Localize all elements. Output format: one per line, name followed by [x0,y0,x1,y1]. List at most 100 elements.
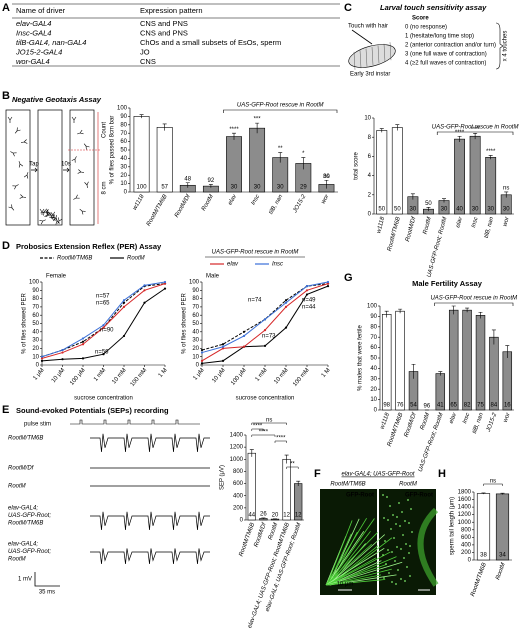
panel-title: Probosics Extension Reflex (PER) Assay [16,242,162,251]
gfp-fiber [327,568,392,586]
y-tick-label: 800 [461,527,472,533]
comparison-bracket [274,440,287,443]
x-tick-label: wor [502,215,511,227]
score-item: 4 (≥2 full waves of contraction) [405,61,486,67]
gfp-spot [391,581,393,583]
legend-label: Insc [272,262,283,268]
error-bar [398,308,403,314]
legend-label: RootM [127,256,145,262]
table-cell: ChOs and a small subsets of EsOs, sperm [140,38,281,47]
fly-icon [73,194,80,200]
series-point [122,299,126,302]
significance-label: * [302,151,305,157]
error-bar [232,132,236,140]
gfp-spot [397,569,399,571]
y-tick-label: 1600 [458,497,472,503]
y-axis-label: total score [354,152,360,180]
error-bar [296,480,301,486]
error-bar [162,123,167,131]
series-point [200,351,204,354]
legend-label: RootM/TM6B [57,256,92,262]
rescue-bracket [223,109,338,113]
bar [156,127,173,193]
panel-label: D [2,240,10,252]
y-tick-label: 50 [32,321,39,327]
error-bar [278,152,283,163]
gfp-arc [417,507,439,587]
gfp-fiber [328,574,382,586]
n-label: 92 [208,178,215,184]
diagram-label: 10s [61,162,71,168]
bar [133,116,150,193]
gfp-spot [409,545,411,547]
error-bar [473,133,478,140]
vial [37,109,63,226]
x-tick-label: w1118 [380,412,392,430]
genotype-label: elav-GAL4; [8,506,38,512]
y-tick-label: 60 [120,139,127,145]
y-tick-label: 60 [192,313,199,319]
n-label: 30 [503,207,510,213]
n-label: 75 [477,403,484,409]
fly-icon [83,143,90,150]
table-cell: wor-GAL4 [16,57,50,66]
series-point [163,287,167,290]
vial [5,109,31,226]
gfp-spot [405,543,407,545]
gfp-fiber [327,551,391,586]
n-label: 50 [378,207,385,213]
gfp-spot [391,551,393,553]
y-tick-label: 80 [192,296,199,302]
error-bar [324,179,329,189]
y-tick-label: 0 [368,212,372,218]
fly-icon [19,194,27,199]
gfp-fiber [325,564,387,586]
gfp-fiber [327,534,385,586]
fly-icon [8,204,15,211]
panel-title: Sound-evoked Potentials (SEPs) recording [16,406,169,415]
n-label: 30 [441,207,448,213]
panel-label: A [2,2,10,14]
y-tick-label: 40 [192,329,199,335]
y-tick-label: 1200 [458,512,472,518]
bar [502,351,513,411]
fly-icon [23,172,29,179]
series-point [263,329,267,332]
x-tick-label: elav [455,215,464,228]
table-header: Name of driver [16,6,66,15]
arrow [31,167,38,173]
fly-icon [14,127,21,134]
rescue-bracket [436,131,514,135]
error-bar [139,114,144,119]
series-point [122,301,126,304]
y-tick-label: 80 [370,324,377,330]
fly-icon [18,161,24,168]
series-point [284,305,288,308]
significance-label: **** [253,424,263,430]
n-label: 84 [491,403,498,409]
y-tick-label: 30 [120,164,127,170]
significance-label: **** [470,127,480,133]
series-point [102,324,105,327]
n-label: 30 [472,207,479,213]
x-tick-label: RootM [420,412,432,431]
genotype-label: RootM [8,557,26,563]
n-label: 29 [300,185,307,191]
gfp-fiber [325,579,386,586]
n-annotation: n=44 [302,305,316,311]
scale-bar [34,572,60,587]
panel-label: G [344,272,353,284]
table-cell: CNS and PNS [140,28,188,37]
gfp-fiber [328,518,360,586]
n-label: 50 [425,201,432,207]
diagram-title: Larval touch sensitivity assay [380,3,487,12]
bar [462,309,472,411]
legend-label: elav [227,262,239,268]
genotype-label: RootM/Df [8,466,35,472]
gfp-spot [400,548,402,550]
significance-label: ns [323,174,329,180]
error-bar [410,193,415,200]
genotype-label: elav-GAL4; [8,542,38,548]
x-tick-label: RootM [268,522,280,541]
series-point [200,359,204,362]
